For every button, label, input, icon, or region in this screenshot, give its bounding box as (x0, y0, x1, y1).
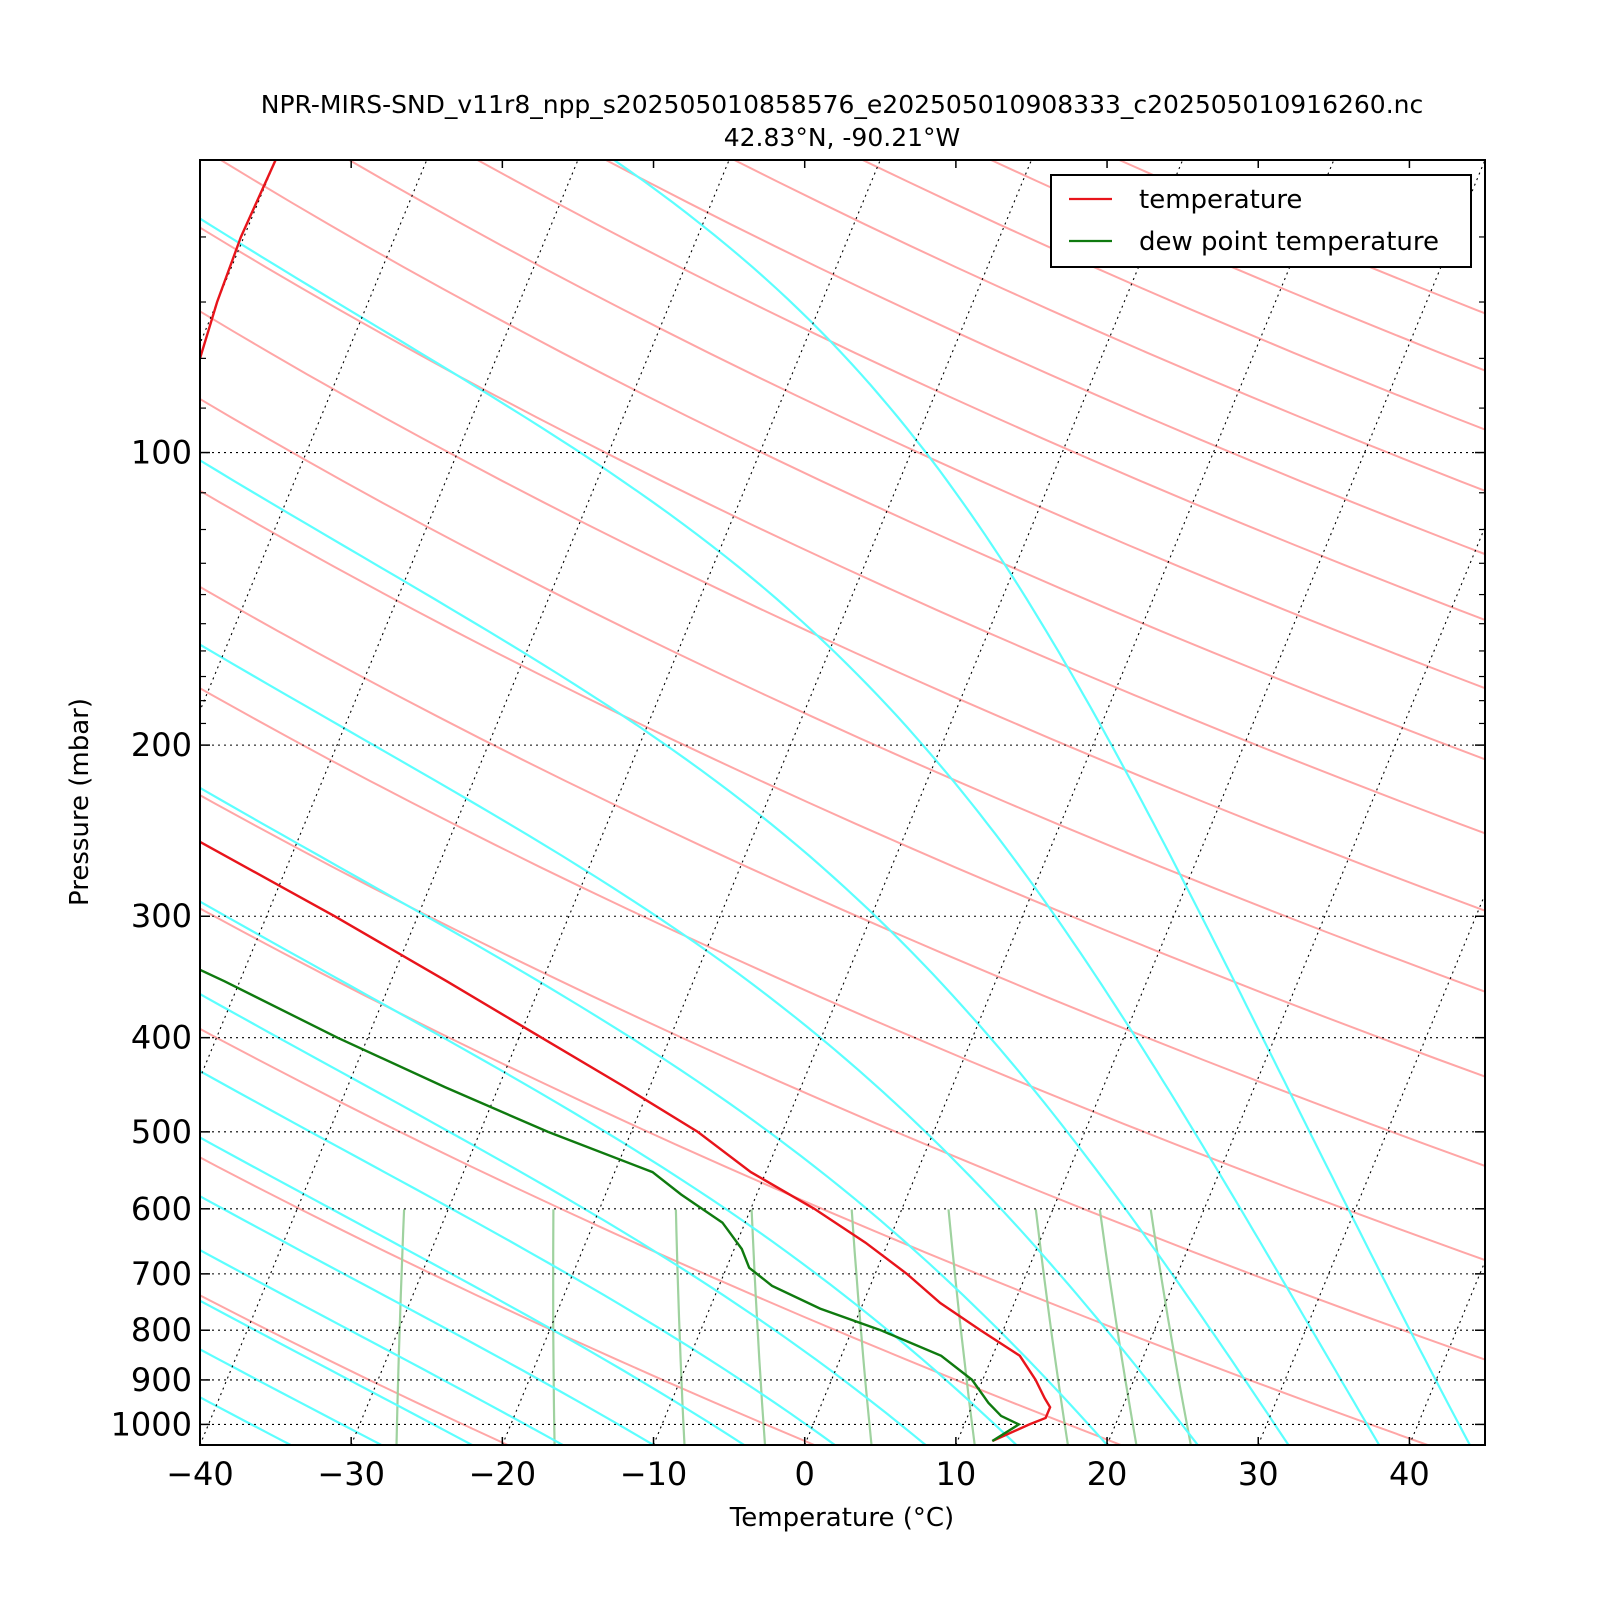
dry-adiabat-line (200, 397, 1485, 993)
isotherm-gridline (200, 160, 579, 1080)
y-tick-label: 500 (131, 1113, 192, 1151)
y-tick-label: 700 (131, 1255, 192, 1293)
dry-adiabat-line (200, 489, 1485, 1078)
moist-adiabat-line (200, 1443, 201, 1445)
moist-adiabat-line (200, 1396, 292, 1445)
dry-adiabat-line (200, 687, 1485, 1262)
moist-adiabat-line (200, 1069, 836, 1445)
mixing-ratio-line (750, 1209, 767, 1445)
isotherm-gridline (501, 160, 1032, 1445)
chart-title: NPR-MIRS-SND_v11r8_npp_s202505010858576_… (261, 90, 1424, 119)
dry-adiabat-line (200, 226, 1485, 835)
isotherm-gridline (200, 160, 730, 1445)
dry-adiabat-line (348, 160, 1485, 690)
dry-adiabat-line (200, 1443, 202, 1445)
dry-adiabat-line (862, 160, 1485, 431)
isotherm-gridline (804, 160, 1335, 1445)
dry-adiabat-line (200, 310, 1485, 912)
x-tick-label: 20 (1087, 1455, 1128, 1493)
mixing-ratio-line (1034, 1209, 1069, 1445)
legend: temperature dew point temperature (1050, 174, 1472, 268)
legend-label-dew-point: dew point temperature (1139, 227, 1439, 257)
dry-adiabat-line (200, 585, 1485, 1167)
moist-adiabat-line (200, 1195, 655, 1445)
moist-adiabat-line (200, 786, 1108, 1445)
dry-adiabat-line (200, 794, 1485, 1361)
isotherm-gridline (955, 160, 1485, 1445)
mixing-ratio-line (674, 1209, 686, 1445)
moist-adiabat-line (613, 160, 1471, 1445)
dry-adiabat-line (605, 160, 1485, 556)
y-tick-label: 1000 (111, 1405, 192, 1443)
x-tick-label: 30 (1238, 1455, 1279, 1493)
mixing-ratio-line (947, 1209, 976, 1445)
plot-frame (199, 159, 1486, 1446)
x-tick-label: −20 (469, 1455, 537, 1493)
dry-adiabat-line (200, 907, 1428, 1445)
moist-adiabat-line (200, 1136, 745, 1445)
legend-box (1050, 174, 1472, 268)
x-tick-label: −30 (317, 1455, 385, 1493)
moist-adiabat-line (200, 643, 1199, 1445)
mixing-ratio-line (1098, 1209, 1138, 1445)
dry-adiabat-line (200, 1027, 1122, 1445)
y-tick-label: 600 (131, 1190, 192, 1228)
isotherm-gridline (350, 160, 881, 1445)
y-tick-label: 200 (131, 726, 192, 764)
mixing-ratio-line (850, 1209, 873, 1445)
y-tick-label: 400 (131, 1019, 192, 1057)
dry-adiabat-line (220, 160, 1485, 761)
data-series (200, 160, 1052, 1443)
dry-adiabat-line (200, 1156, 815, 1445)
series-line-dew-point (200, 968, 1022, 1443)
y-axis: 100 200 300 400 500 600 700 800 900 1000 (111, 236, 1485, 1443)
legend-label-temperature: temperature (1139, 185, 1302, 215)
x-axis: −40 −30 −20 −10 0 10 20 30 40 (166, 160, 1430, 1493)
isotherm-gridline (653, 160, 1184, 1445)
isotherm-gridline (200, 160, 428, 713)
x-tick-label: 10 (936, 1455, 977, 1493)
y-axis-label: Pressure (mbar) (65, 698, 95, 906)
background-lines (0, 160, 1485, 1445)
moist-adiabat-line (200, 217, 1381, 1445)
x-tick-label: −40 (166, 1455, 234, 1493)
dry-adiabat-line (477, 160, 1485, 621)
x-tick-label: 0 (795, 1455, 815, 1493)
moist-adiabat-line (200, 992, 927, 1445)
x-axis-label: Temperature (°C) (729, 1503, 954, 1533)
isotherm-gridline (0, 160, 124, 1445)
mixing-ratio-line (552, 1209, 556, 1445)
y-tick-label: 100 (131, 434, 192, 472)
y-tick-label: 900 (131, 1361, 192, 1399)
chart-subtitle: 42.83°N, -90.21°W (724, 123, 960, 152)
y-tick-label: 800 (131, 1311, 192, 1349)
moist-adiabat-line (200, 900, 1018, 1445)
isotherm-gridline (200, 160, 277, 346)
series-line-temperature (200, 160, 1052, 1443)
moist-adiabat-line (200, 1348, 382, 1445)
isotherm-gridline (1257, 892, 1485, 1445)
x-tick-label: −10 (620, 1455, 688, 1493)
mixing-ratio-line (1149, 1209, 1192, 1445)
y-tick-label: 300 (131, 897, 192, 935)
x-tick-label: 40 (1389, 1455, 1430, 1493)
dry-adiabat-line (733, 160, 1485, 492)
moist-adiabat-line (200, 459, 1290, 1445)
isotherm-gridline (1106, 525, 1485, 1445)
